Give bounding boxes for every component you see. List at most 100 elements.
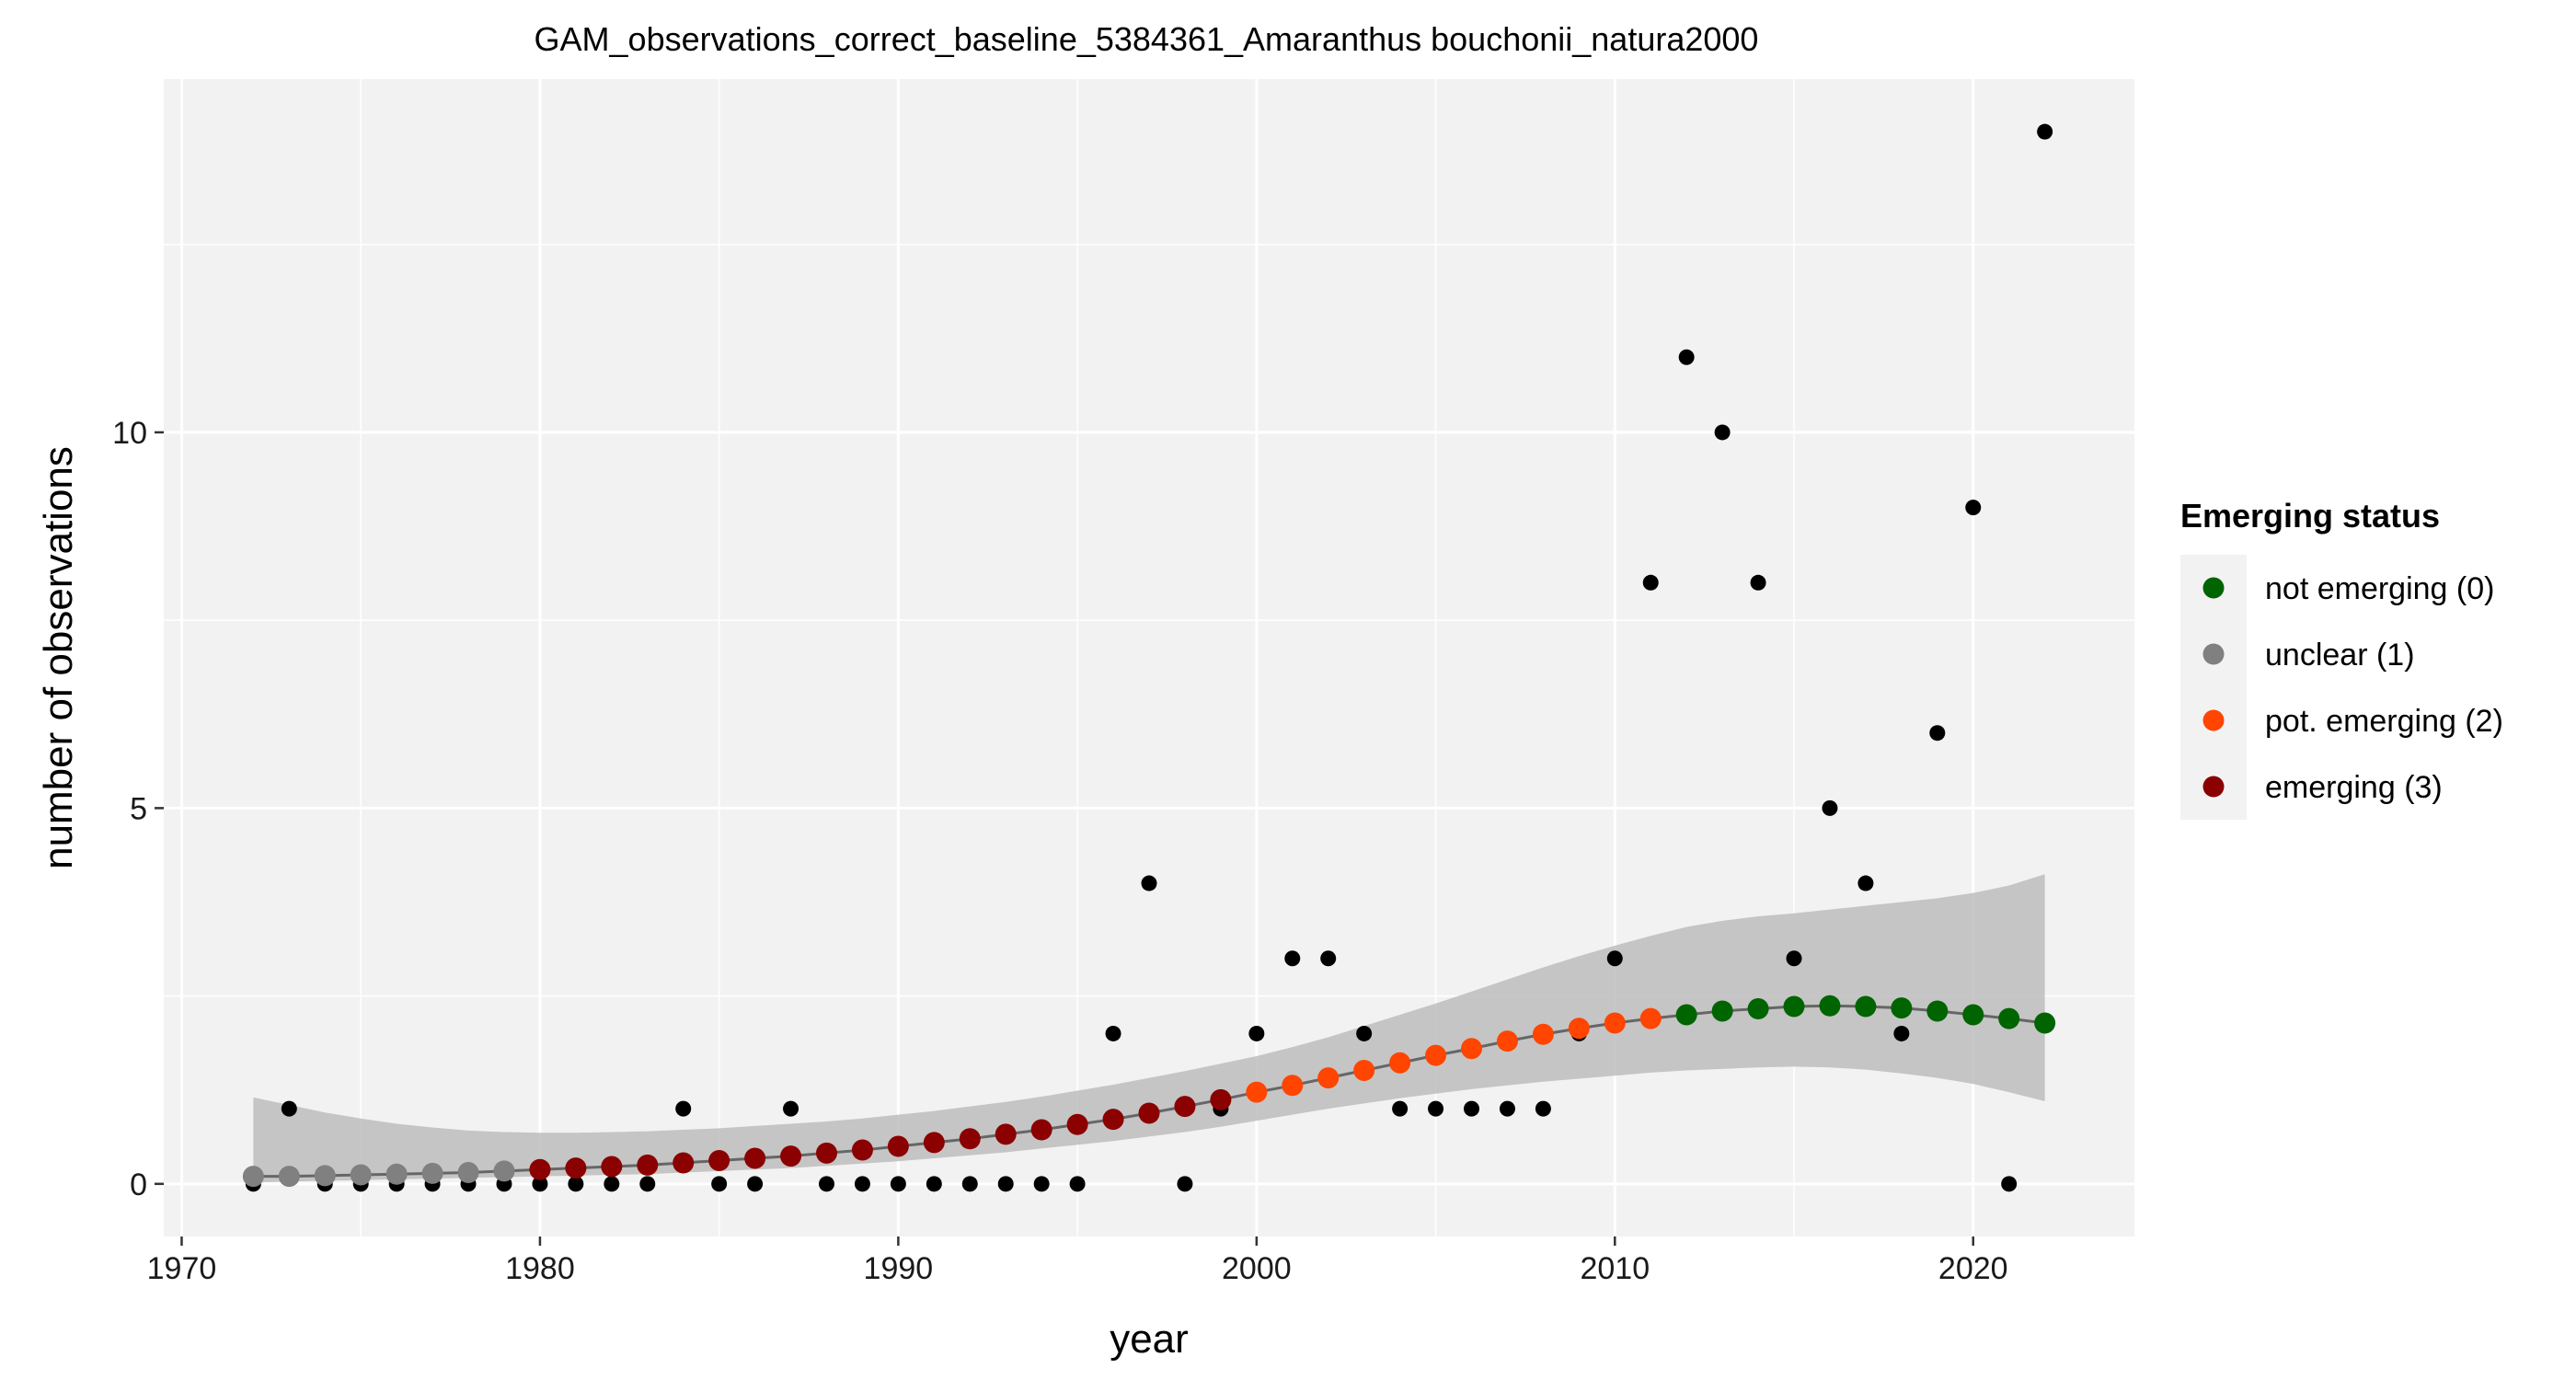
fit-point [1568, 1018, 1590, 1040]
fit-point [673, 1152, 695, 1174]
observation-point [1642, 574, 1659, 591]
legend-label: emerging (3) [2265, 770, 2443, 805]
y-tick-label: 10 [112, 416, 147, 451]
x-tick-label: 2010 [1580, 1251, 1650, 1286]
observation-point [711, 1176, 728, 1192]
observation-point [1678, 349, 1695, 365]
observation-point [1069, 1176, 1086, 1192]
observation-point [961, 1176, 978, 1192]
observation-point [783, 1100, 799, 1117]
observation-point [747, 1176, 764, 1192]
observation-point [1141, 875, 1157, 891]
fit-point [1246, 1081, 1268, 1103]
fit-point [385, 1163, 408, 1185]
observation-point [1857, 875, 1874, 891]
fit-point [1604, 1012, 1626, 1034]
fit-point [1783, 995, 1805, 1018]
observation-point [1177, 1176, 1193, 1192]
legend-label: not emerging (0) [2265, 571, 2494, 606]
legend-label: pot. emerging (2) [2265, 704, 2503, 739]
legend: Emerging status not emerging (0) unclear … [2180, 497, 2503, 820]
fit-point [1425, 1044, 1447, 1066]
fit-point [314, 1165, 336, 1187]
fit-point [2034, 1012, 2056, 1034]
fit-point [1675, 1004, 1697, 1026]
fit-point [815, 1142, 837, 1164]
fit-point [242, 1166, 264, 1188]
observation-point [1606, 950, 1623, 967]
x-tick-label: 2020 [1938, 1251, 2008, 1286]
observation-point [1392, 1100, 1409, 1117]
x-axis-title: year [1110, 1317, 1189, 1362]
observation-point [1033, 1176, 1050, 1192]
fit-point [1174, 1096, 1196, 1118]
x-tick-label: 1980 [505, 1251, 575, 1286]
y-axis: 0 5 10 [112, 416, 164, 1202]
fit-point [780, 1145, 802, 1167]
fit-point [1926, 1000, 1949, 1022]
fit-point [887, 1135, 909, 1157]
observation-point [1320, 950, 1337, 967]
fit-point [1138, 1102, 1160, 1124]
x-tick-label: 1970 [147, 1251, 217, 1286]
legend-swatch [2202, 577, 2225, 599]
fit-point [1210, 1088, 1232, 1110]
observation-point [604, 1176, 620, 1192]
observation-point [1464, 1100, 1480, 1117]
fit-point [493, 1160, 515, 1182]
fit-point [1819, 995, 1841, 1017]
chart-title: GAM_observations_correct_baseline_538436… [535, 20, 1759, 58]
y-tick-label: 0 [130, 1167, 147, 1202]
x-tick-label: 1990 [864, 1251, 934, 1286]
fit-point [1532, 1023, 1554, 1045]
fit-point [565, 1157, 587, 1179]
observation-point [639, 1176, 656, 1192]
observation-point [2001, 1176, 2018, 1192]
observation-point [532, 1176, 548, 1192]
fit-point [1102, 1109, 1124, 1131]
fit-point [851, 1139, 873, 1161]
observation-point [890, 1176, 906, 1192]
observation-point [926, 1176, 942, 1192]
observation-point [997, 1176, 1014, 1192]
fit-point [529, 1158, 551, 1180]
fit-point [350, 1164, 372, 1186]
fit-point [1639, 1007, 1662, 1029]
confidence-band [253, 874, 2045, 1183]
grid-major [164, 79, 2134, 1236]
observation-point [1428, 1100, 1444, 1117]
legend-swatch [2202, 776, 2225, 798]
observation-point [1499, 1100, 1515, 1117]
observation-point [1822, 799, 1838, 816]
fit-point [278, 1166, 300, 1188]
fit-point [1891, 997, 1913, 1019]
legend-label: unclear (1) [2265, 638, 2415, 673]
observation-point [1535, 1100, 1551, 1117]
fit-point [637, 1154, 659, 1176]
observation-point [1893, 1025, 1910, 1041]
observation-point [1929, 725, 1946, 742]
observation-point [1750, 574, 1766, 591]
fit-point [457, 1162, 479, 1184]
observation-point [568, 1176, 584, 1192]
confidence-ribbon [253, 874, 2045, 1183]
fit-point [1030, 1119, 1052, 1141]
fit-point [1711, 1000, 1733, 1022]
observation-point [281, 1100, 297, 1117]
y-axis-title: number of observations [36, 446, 81, 869]
legend-swatch [2202, 643, 2225, 665]
fit-point [1855, 995, 1877, 1018]
observation-point [818, 1176, 834, 1192]
legend-title: Emerging status [2180, 497, 2440, 535]
observation-point [2037, 123, 2053, 140]
y-tick-label: 5 [130, 791, 147, 826]
fit-point [421, 1162, 443, 1184]
observation-point [1356, 1025, 1373, 1041]
fit-point [995, 1123, 1017, 1145]
fit-points [242, 995, 2056, 1188]
observation-point [675, 1100, 692, 1117]
fit-point [1461, 1038, 1483, 1060]
fit-point [1389, 1052, 1411, 1074]
observation-point [1714, 424, 1731, 441]
